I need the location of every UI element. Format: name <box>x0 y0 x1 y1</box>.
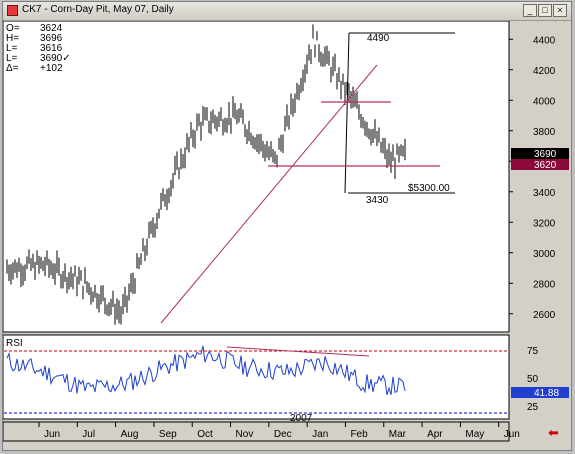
rsi-divergence-line <box>226 346 370 357</box>
minimize-button[interactable]: _ <box>523 4 537 17</box>
last-price-value: 3690 <box>534 149 557 160</box>
scroll-left-arrow-icon[interactable]: ⬅ <box>548 425 559 440</box>
price-bars <box>6 24 406 325</box>
price-tick-label: 3200 <box>533 218 556 229</box>
month-label: Dec <box>274 429 292 440</box>
price-tick-label: 2600 <box>533 310 556 321</box>
target-annotation: $5300.00 <box>408 183 450 194</box>
month-label: Nov <box>236 429 254 440</box>
price-chart: 2600280030003200340036003800400042004400… <box>3 21 569 442</box>
month-label: Jan <box>312 429 328 440</box>
ohlc-last-value: 3690✓ <box>40 53 71 64</box>
rsi-series <box>6 345 406 396</box>
price-tick-label: 2800 <box>533 279 556 290</box>
month-label: Mar <box>389 429 407 440</box>
ohlc-open-label: O= <box>6 23 20 34</box>
ohlc-open-value: 3624 <box>40 23 63 34</box>
window-title: CK7 - Corn-Day Pit, May 07, Daily <box>22 4 174 15</box>
last-price-badge <box>511 148 569 159</box>
rsi-label: RSI <box>6 338 23 349</box>
ohlc-low-value: 3616 <box>40 43 63 54</box>
month-label: Feb <box>350 429 368 440</box>
level-price-badge <box>511 159 569 170</box>
high-annotation: 4490 <box>367 33 390 44</box>
price-tick-label: 3000 <box>533 249 556 260</box>
month-label: Jun <box>504 429 520 440</box>
rsi-line <box>6 345 406 396</box>
rsi-value-badge <box>511 387 569 398</box>
maximize-button[interactable]: □ <box>538 4 552 17</box>
month-label: Aug <box>121 429 139 440</box>
price-tick-label: 4200 <box>533 66 556 77</box>
ohlc-change-value: +102 <box>40 63 63 74</box>
month-label: Jun <box>44 429 60 440</box>
price-tick-label: 3800 <box>533 127 556 138</box>
month-label: May <box>465 429 484 440</box>
price-tick-label: 3400 <box>533 188 556 199</box>
month-label: Jul <box>82 429 95 440</box>
low-annotation: 3430 <box>366 195 389 206</box>
rsi-panel <box>3 334 510 420</box>
ohlc-high-value: 3696 <box>40 33 63 44</box>
rsi-tick-label: 50 <box>527 374 539 385</box>
price-panel <box>3 21 510 333</box>
uptrend-line <box>160 64 378 324</box>
ohlc-high-label: H= <box>6 33 19 44</box>
rsi-tick-label: 75 <box>527 346 539 357</box>
level-price-value: 3620 <box>534 160 557 171</box>
time-axis <box>3 421 510 442</box>
rsi-value: 41.88 <box>534 388 559 399</box>
ohlc-change-label: Δ= <box>6 63 19 74</box>
price-tick-label: 4400 <box>533 35 556 46</box>
ohlc-low-label: L= <box>6 43 18 54</box>
month-label: Sep <box>159 429 177 440</box>
year-label: 2007 <box>290 413 313 424</box>
close-button[interactable]: × <box>553 4 567 17</box>
app-icon <box>7 5 18 16</box>
ohlc-last-label: L= <box>6 53 18 64</box>
title-bar[interactable]: CK7 - Corn-Day Pit, May 07, Daily _ □ × <box>3 2 571 21</box>
month-label: Apr <box>427 429 443 440</box>
month-label: Oct <box>197 429 213 440</box>
price-tick-label: 4000 <box>533 96 556 107</box>
axis-ticks: 2600280030003200340036003800400042004400… <box>38 35 556 440</box>
rsi-tick-label: 25 <box>527 402 539 413</box>
